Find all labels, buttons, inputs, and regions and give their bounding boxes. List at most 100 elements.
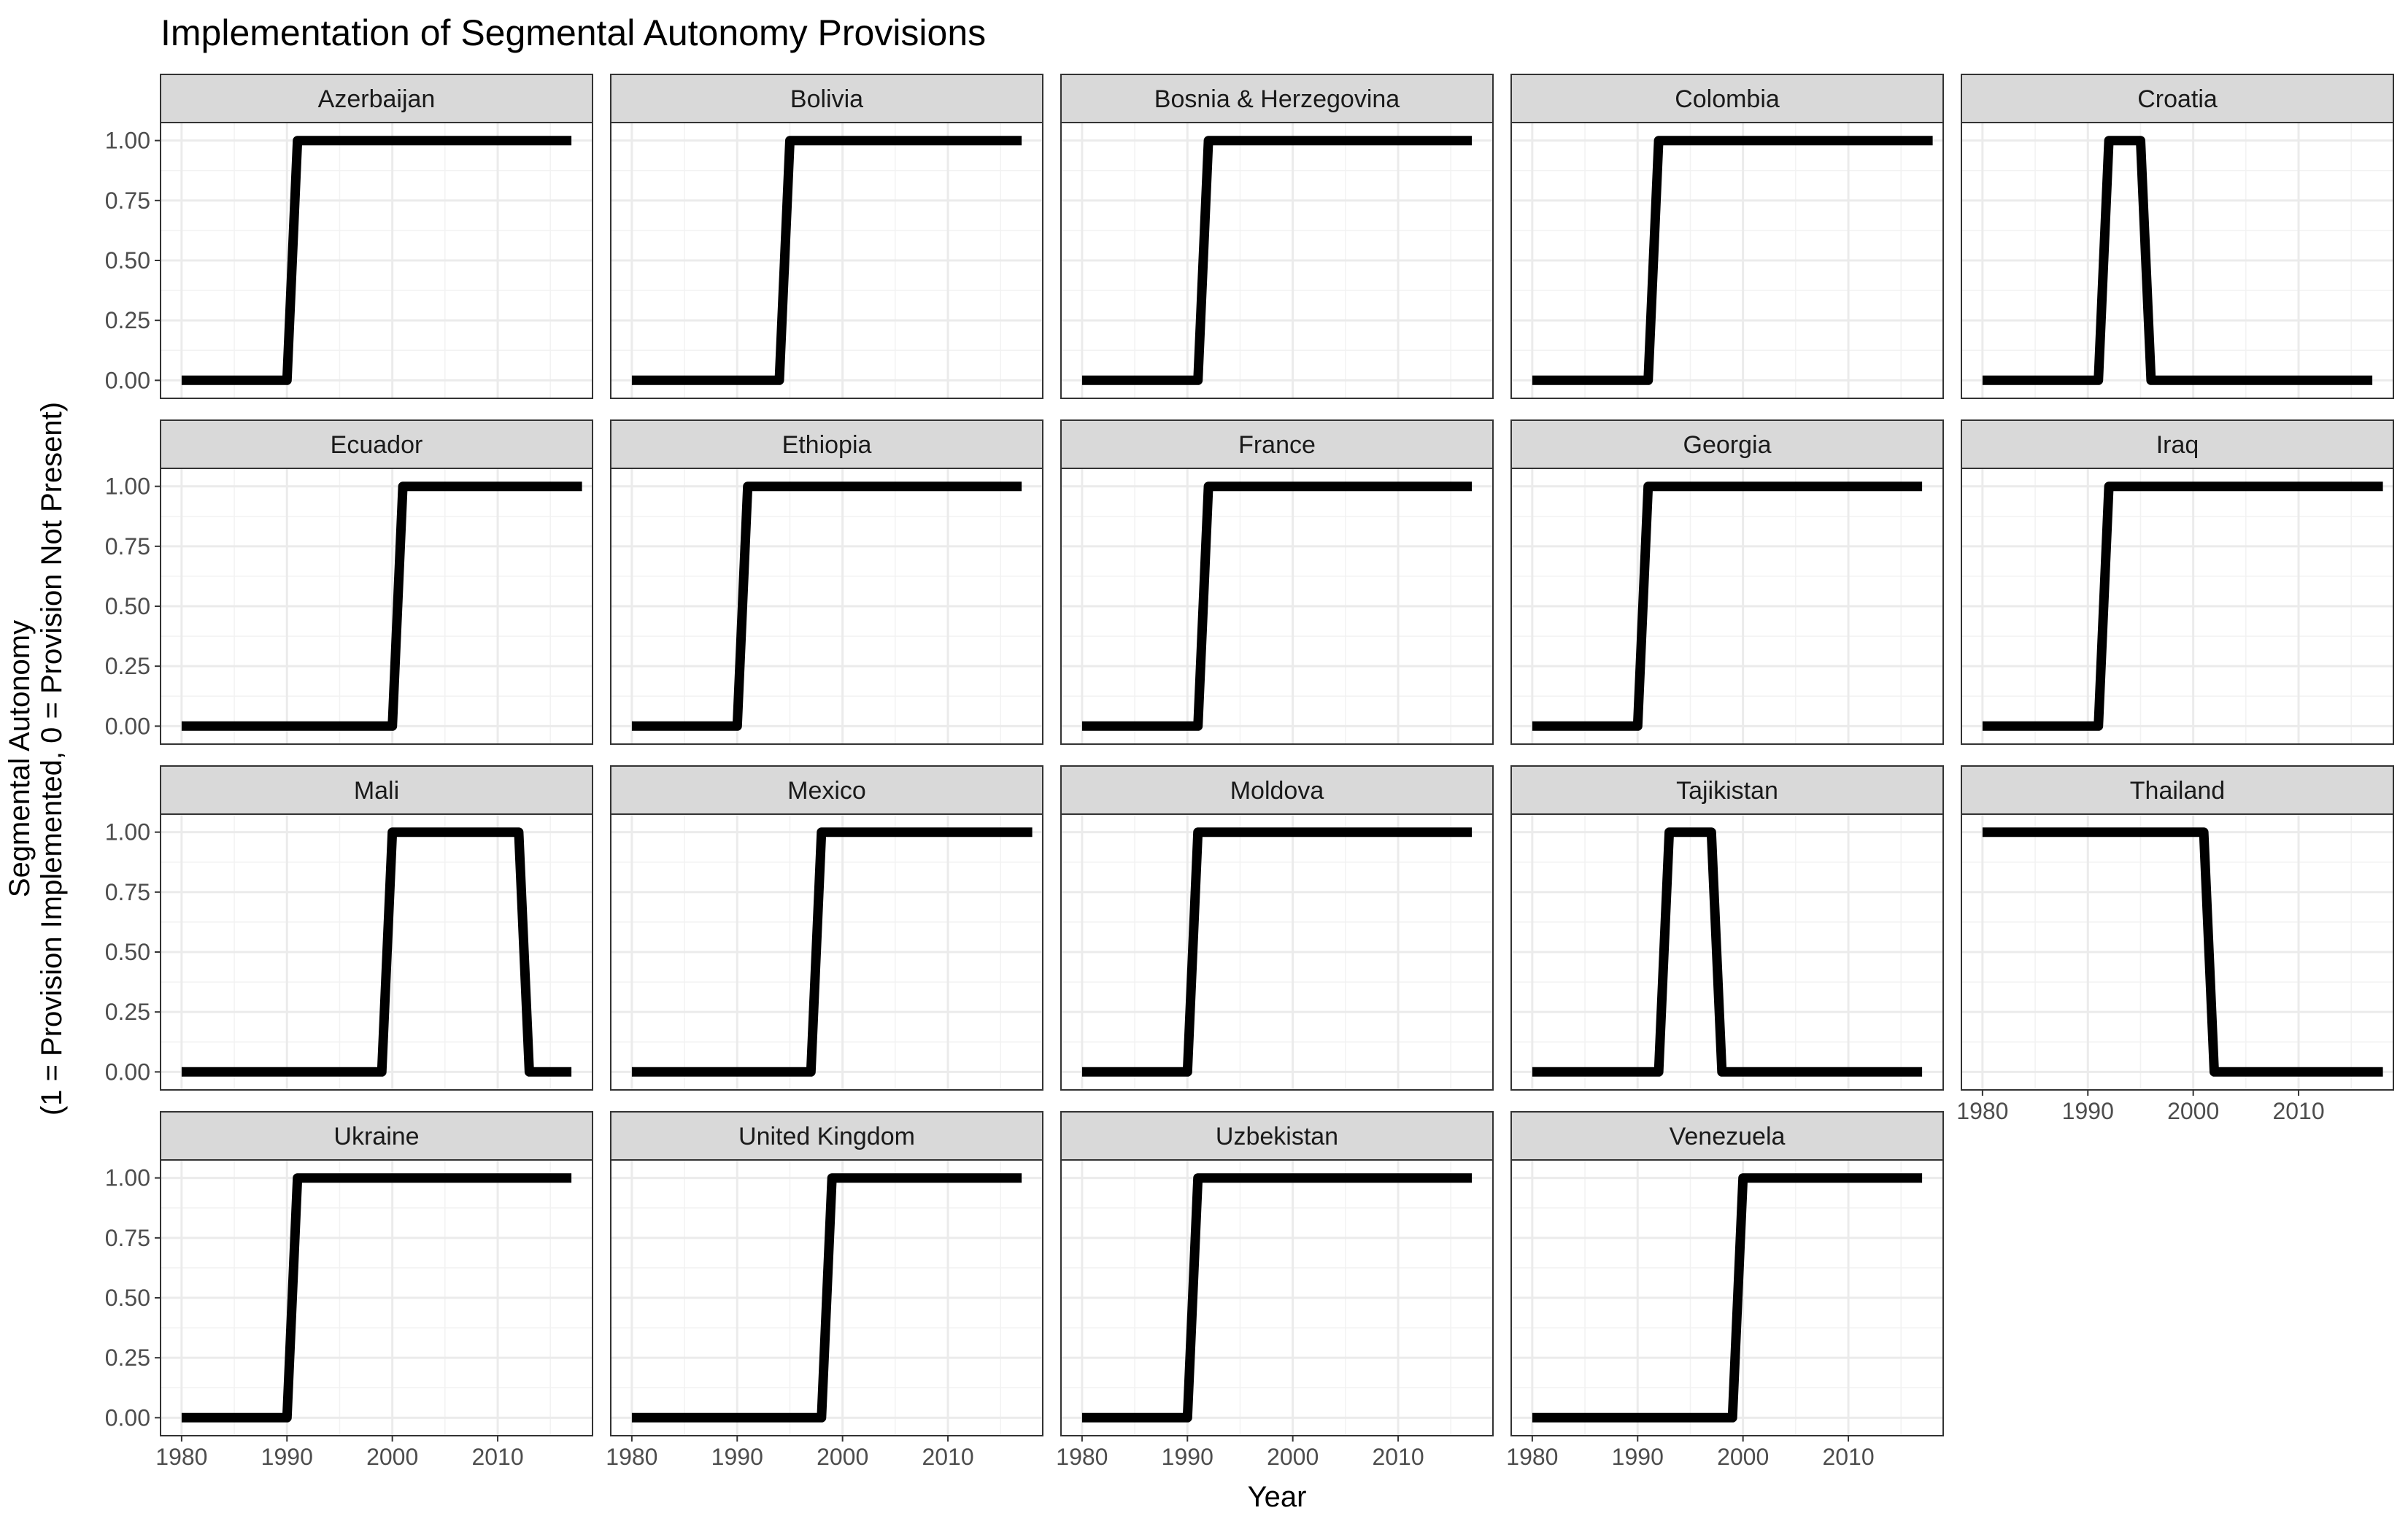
- panel-azerbaijan: Azerbaijan 0.00 0.25 0.50 0.75 1.00: [105, 74, 593, 399]
- panel-venezuela: Venezuela 1980 1990 2000 2010: [1506, 1111, 1944, 1470]
- strip-croatia: [1961, 74, 2394, 123]
- strip-colombia: [1510, 74, 1944, 123]
- strip-label-venezuela: Venezuela: [1670, 1123, 1786, 1150]
- panel-georgia: Georgia: [1510, 419, 1944, 745]
- panel-ethiopia: Ethiopia: [610, 419, 1043, 745]
- series-line-moldova: [1081, 827, 1473, 1077]
- y-tick-label: 0.50: [105, 593, 150, 619]
- x-tick-label: 1990: [711, 1444, 763, 1470]
- series-line-thailand: [1982, 827, 2383, 1077]
- x-tick-label: 1980: [1056, 1444, 1108, 1470]
- series-line-bolivia: [631, 136, 1022, 385]
- panel-ecuador: Ecuador 0.00 0.25 0.50 0.75 1.00: [105, 419, 593, 745]
- panel-colombia: Colombia: [1510, 74, 1944, 399]
- x-tick-label: 2000: [817, 1444, 868, 1470]
- panel-ukraine: Ukraine 0.00 0.25 0.50 0.75 1.00 1980 1990 2000 2…: [105, 1111, 593, 1470]
- strip-label-france: France: [1238, 431, 1316, 459]
- panel-border: [1510, 813, 1944, 1091]
- panel-iraq: Iraq: [1961, 419, 2394, 745]
- y-tick-label: 1.00: [105, 1165, 150, 1191]
- panel-border: [1060, 1159, 1494, 1436]
- y-tick-label: 0.00: [105, 713, 150, 739]
- x-tick-label: 1980: [1956, 1098, 2008, 1124]
- series-line-colombia: [1532, 136, 1933, 385]
- y-tick-label: 0.25: [105, 999, 150, 1025]
- strip-bosnia-and-herzegovina: [1060, 74, 1494, 123]
- series-line-united-kingdom: [631, 1173, 1022, 1423]
- y-tick-label: 0.75: [105, 1225, 150, 1251]
- strip-tajikistan: [1510, 765, 1944, 815]
- y-tick-label: 0.50: [105, 939, 150, 965]
- x-tick-label: 1980: [1506, 1444, 1558, 1470]
- series-line-mali: [181, 827, 572, 1077]
- panel-moldova: Moldova: [1060, 765, 1494, 1091]
- x-tick-label: 1990: [261, 1444, 313, 1470]
- panel-border: [610, 468, 1043, 745]
- y-tick-label: 0.00: [105, 367, 150, 393]
- y-tick-label: 0.75: [105, 533, 150, 560]
- series-line-mexico: [631, 827, 1033, 1077]
- strip-label-azerbaijan: Azerbaijan: [318, 85, 436, 113]
- panel-border: [1510, 468, 1944, 745]
- series-line-france: [1081, 481, 1473, 731]
- y-axis-title-line-1: Segmental Autonomy: [4, 620, 36, 897]
- y-tick-label: 0.50: [105, 247, 150, 274]
- x-tick-label: 2000: [1717, 1444, 1769, 1470]
- y-tick-label: 0.00: [105, 1059, 150, 1085]
- panel-border: [1961, 122, 2394, 399]
- panel-croatia: Croatia: [1961, 74, 2394, 399]
- chart-title: Implementation of Segmental Autonomy Pro…: [161, 12, 986, 53]
- strip-label-bolivia: Bolivia: [790, 85, 863, 113]
- x-tick-label: 1980: [155, 1444, 207, 1470]
- y-tick-label: 0.25: [105, 307, 150, 333]
- x-tick-label: 1990: [1162, 1444, 1213, 1470]
- panel-uzbekistan: Uzbekistan 1980 1990 2000 2010: [1056, 1111, 1494, 1470]
- panel-border: [1060, 122, 1494, 399]
- panel-france: France: [1060, 419, 1494, 745]
- strip-label-bosnia-and-herzegovina: Bosnia & Herzegovina: [1154, 85, 1400, 113]
- strip-united-kingdom: [610, 1111, 1043, 1161]
- strip-label-colombia: Colombia: [1675, 85, 1780, 113]
- strip-georgia: [1510, 419, 1944, 469]
- strip-moldova: [1060, 765, 1494, 815]
- x-tick-label: 2010: [471, 1444, 523, 1470]
- strip-label-uzbekistan: Uzbekistan: [1216, 1123, 1338, 1150]
- strip-label-tajikistan: Tajikistan: [1676, 777, 1778, 805]
- panel-border: [610, 1159, 1043, 1436]
- y-tick-label: 1.00: [105, 473, 150, 500]
- strip-label-ukraine: Ukraine: [333, 1123, 419, 1150]
- panel-border: [1060, 468, 1494, 745]
- strip-ukraine: [160, 1111, 593, 1161]
- strip-ecuador: [160, 419, 593, 469]
- x-tick-label: 2010: [1372, 1444, 1424, 1470]
- strip-thailand: [1961, 765, 2394, 815]
- series-line-croatia: [1982, 136, 2373, 385]
- x-tick-label: 2010: [1822, 1444, 1874, 1470]
- panel-bosnia-and-herzegovina: Bosnia & Herzegovina: [1060, 74, 1494, 399]
- x-tick-label: 2000: [2167, 1098, 2219, 1124]
- series-line-uzbekistan: [1081, 1173, 1473, 1423]
- strip-label-iraq: Iraq: [2156, 431, 2199, 459]
- facet-panels: Azerbaijan 0.00 0.25 0.50 0.75 1.00 Bolivia Bos…: [105, 74, 2394, 1470]
- strip-label-mali: Mali: [354, 777, 399, 805]
- strip-france: [1060, 419, 1494, 469]
- x-tick-label: 2010: [2272, 1098, 2324, 1124]
- series-line-ukraine: [181, 1173, 572, 1423]
- x-tick-label: 1990: [1612, 1444, 1664, 1470]
- x-tick-label: 1980: [606, 1444, 657, 1470]
- series-line-ecuador: [181, 481, 582, 731]
- y-tick-label: 0.75: [105, 187, 150, 214]
- series-line-ethiopia: [631, 481, 1022, 731]
- panel-thailand: Thailand 1980 1990 2000 2010: [1956, 765, 2394, 1124]
- y-tick-label: 1.00: [105, 128, 150, 154]
- panel-border: [1961, 468, 2394, 745]
- series-line-tajikistan: [1532, 827, 1923, 1077]
- strip-label-georgia: Georgia: [1683, 431, 1772, 459]
- x-tick-label: 2000: [1267, 1444, 1319, 1470]
- strip-azerbaijan: [160, 74, 593, 123]
- strip-iraq: [1961, 419, 2394, 469]
- panel-border: [610, 813, 1043, 1091]
- strip-label-moldova: Moldova: [1230, 777, 1324, 805]
- panel-mali: Mali 0.00 0.25 0.50 0.75 1.00: [105, 765, 593, 1091]
